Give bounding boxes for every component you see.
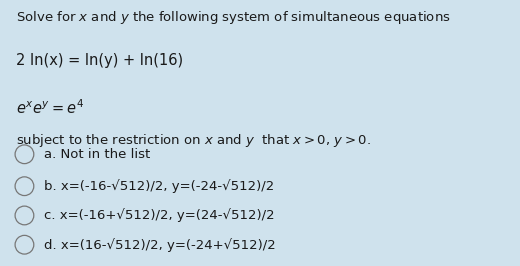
Text: Solve for $x$ and $y$ the following system of simultaneous equations: Solve for $x$ and $y$ the following syst… bbox=[16, 9, 450, 26]
Text: d. x=(16-√512)/2, y=(-24+√512)/2: d. x=(16-√512)/2, y=(-24+√512)/2 bbox=[44, 238, 276, 252]
Text: $e^xe^y = e^4$: $e^xe^y = e^4$ bbox=[16, 98, 84, 117]
Text: subject to the restriction on $x$ and $y$  that $x > 0$, $y > 0$.: subject to the restriction on $x$ and $y… bbox=[16, 132, 371, 149]
Text: 2 ln(x) = ln(y) + ln(16): 2 ln(x) = ln(y) + ln(16) bbox=[16, 53, 183, 68]
Text: b. x=(-16-√512)/2, y=(-24-√512)/2: b. x=(-16-√512)/2, y=(-24-√512)/2 bbox=[44, 179, 275, 193]
Text: a. Not in the list: a. Not in the list bbox=[44, 148, 150, 161]
Text: c. x=(-16+√512)/2, y=(24-√512)/2: c. x=(-16+√512)/2, y=(24-√512)/2 bbox=[44, 209, 275, 222]
